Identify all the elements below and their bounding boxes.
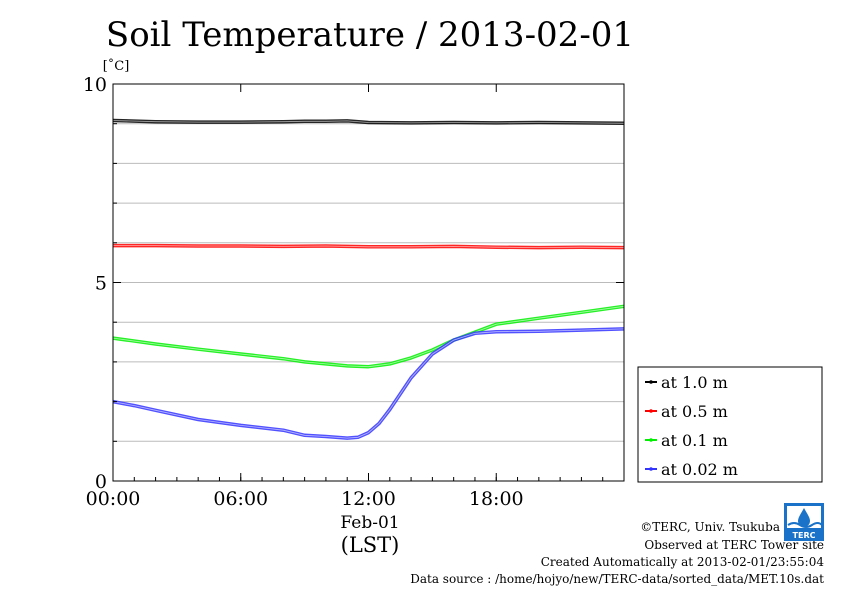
created-text: Created Automatically at 2013-02-01/23:5… xyxy=(540,555,824,569)
svg-text:TERC: TERC xyxy=(793,531,816,540)
x-tick-label: 00:00 xyxy=(86,488,141,510)
series-line-highlight xyxy=(112,305,625,368)
x-axis: 00:00 06:00 12:00 18:00 xyxy=(86,84,604,510)
legend-marker xyxy=(649,438,653,442)
series-line-highlight xyxy=(113,245,625,249)
x-axis-label: (LST) xyxy=(341,533,400,557)
legend-marker xyxy=(649,380,653,384)
x-axis-date-label: Feb-01 xyxy=(340,513,399,533)
y-tick-label: 10 xyxy=(83,74,107,96)
y-tick-label: 0 xyxy=(95,471,107,493)
site-text: Observed at TERC Tower site xyxy=(644,538,824,552)
x-tick-label: 12:00 xyxy=(341,488,396,510)
legend-label: at 0.5 m xyxy=(661,402,728,421)
x-tick-label: 18:00 xyxy=(469,488,524,510)
y-axis-unit-label: [˚C] xyxy=(103,58,130,74)
legend-label: at 1.0 m xyxy=(661,373,728,392)
y-axis: 0 5 10 xyxy=(83,74,624,493)
series-group xyxy=(112,118,625,440)
grid-lines xyxy=(113,123,624,442)
legend: at 1.0 m at 0.5 m at 0.1 m at 0.02 m xyxy=(637,366,823,483)
series-line-highlight xyxy=(112,328,625,439)
legend-label: at 0.1 m xyxy=(661,431,728,450)
legend-box xyxy=(637,366,823,483)
chart-title: Soil Temperature / 2013-02-01 xyxy=(106,15,634,55)
terc-logo: TERC xyxy=(784,503,824,541)
legend-label: at 0.02 m xyxy=(661,460,738,479)
series-line xyxy=(112,304,625,369)
legend-marker xyxy=(649,467,653,471)
legend-marker xyxy=(649,409,653,413)
y-tick-label: 5 xyxy=(95,273,107,295)
series-line xyxy=(112,327,625,440)
series-line-highlight xyxy=(112,120,625,124)
copyright-text: ©TERC, Univ. Tsukuba xyxy=(640,520,780,534)
x-tick-label: 06:00 xyxy=(213,488,268,510)
data-source-text: Data source : /home/hojyo/new/TERC-data/… xyxy=(410,572,824,586)
